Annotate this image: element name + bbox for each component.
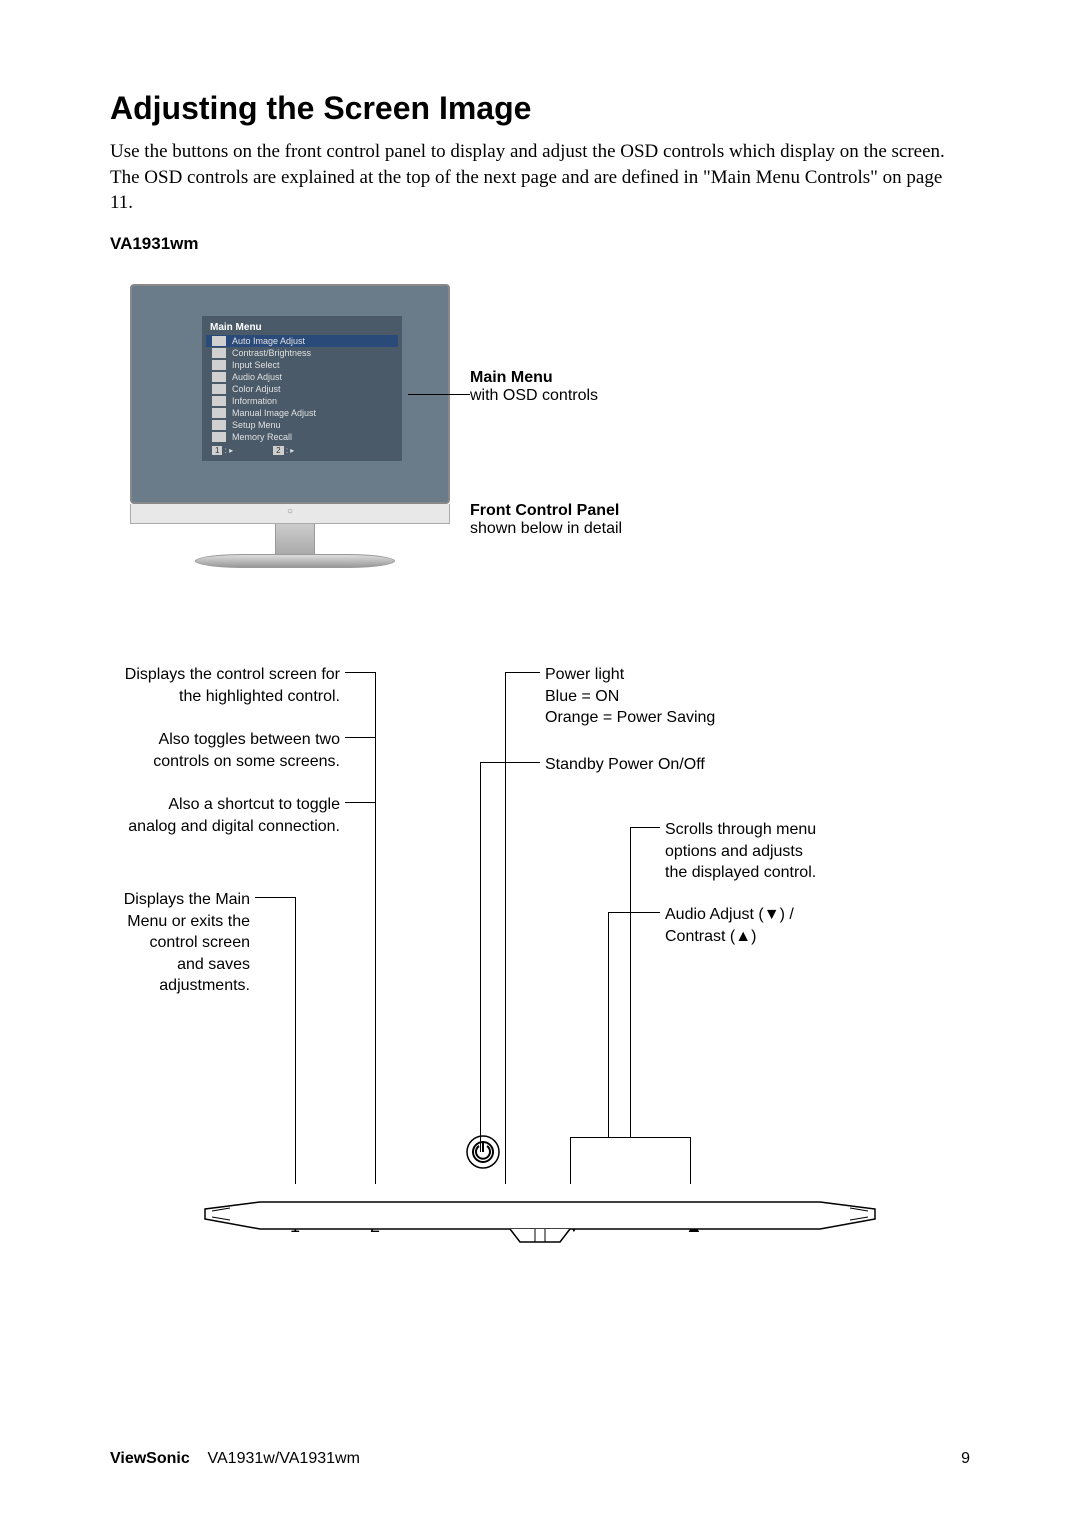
osd-item-icon <box>212 408 226 418</box>
connector-line <box>505 672 506 1184</box>
osd-item-icon <box>212 372 226 382</box>
osd-menu-item: Contrast/Brightness <box>206 347 398 359</box>
osd-item-label: Color Adjust <box>232 384 281 394</box>
monitor-screen: Main Menu Auto Image Adjust Contrast/Brig… <box>130 284 450 504</box>
audio-contrast-callout: Audio Adjust (▼) / Contrast (▲) <box>665 904 794 947</box>
osd-menu-item: Setup Menu <box>206 419 398 431</box>
intro-text: Use the buttons on the front control pan… <box>110 139 970 216</box>
connector-line <box>345 737 375 738</box>
footer-models: VA1931w/VA1931wm <box>208 1450 360 1467</box>
main-menu-callout: Main Menu with OSD controls <box>470 369 598 405</box>
connector-line <box>608 912 609 1137</box>
btn1-callout: Displays the Main Menu or exits the cont… <box>100 889 250 997</box>
scroll-callout: Scrolls through menu options and adjusts… <box>665 819 816 884</box>
footer-brand: ViewSonic <box>110 1450 190 1467</box>
standby-callout: Standby Power On/Off <box>545 754 705 776</box>
front-panel-title: Front Control Panel <box>470 502 622 520</box>
osd-item-icon <box>212 336 226 346</box>
osd-menu-item: Input Select <box>206 359 398 371</box>
monitor-bezel <box>130 504 450 524</box>
monitor-stand-neck <box>275 524 315 554</box>
osd-menu-item: Information <box>206 395 398 407</box>
osd-item-label: Auto Image Adjust <box>232 336 305 346</box>
control-panel-strip <box>200 1194 880 1244</box>
connector-line <box>690 1137 691 1184</box>
power-light-callout: Power light Blue = ON Orange = Power Sav… <box>545 664 715 729</box>
connector-line <box>608 912 660 913</box>
connector-line <box>630 827 660 828</box>
main-menu-sub: with OSD controls <box>470 387 598 405</box>
osd-menu-item: Manual Image Adjust <box>206 407 398 419</box>
front-panel-sub: shown below in detail <box>470 520 622 538</box>
connector-line <box>630 827 631 1137</box>
connector-line <box>345 672 375 673</box>
monitor-illustration: Main Menu Auto Image Adjust Contrast/Brig… <box>110 284 970 604</box>
osd-menu-item: Audio Adjust <box>206 371 398 383</box>
connector-line <box>345 802 375 803</box>
connector-line <box>480 762 481 1152</box>
osd-item-label: Memory Recall <box>232 432 292 442</box>
btn2-callout-b: Also toggles between two controls on som… <box>100 729 340 772</box>
page-title: Adjusting the Screen Image <box>110 90 970 127</box>
osd-panel: Main Menu Auto Image Adjust Contrast/Brig… <box>202 316 402 461</box>
osd-item-label: Input Select <box>232 360 280 370</box>
connector-line <box>255 897 295 898</box>
osd-item-icon <box>212 396 226 406</box>
osd-item-icon <box>212 432 226 442</box>
control-diagram: Displays the control screen for the high… <box>110 664 970 1244</box>
btn2-callout-a: Displays the control screen for the high… <box>100 664 340 707</box>
osd-item-label: Contrast/Brightness <box>232 348 311 358</box>
osd-item-icon <box>212 348 226 358</box>
page-footer: ViewSonic VA1931w/VA1931wm 9 <box>110 1450 970 1468</box>
connector-line <box>570 1137 571 1184</box>
osd-menu-item: Auto Image Adjust <box>206 335 398 347</box>
footer-page-number: 9 <box>961 1450 970 1468</box>
connector-line <box>480 762 540 763</box>
osd-item-icon <box>212 420 226 430</box>
osd-menu-item: Memory Recall <box>206 431 398 443</box>
osd-item-icon <box>212 360 226 370</box>
btn2-callout-c: Also a shortcut to toggle analog and dig… <box>100 794 340 837</box>
osd-item-label: Manual Image Adjust <box>232 408 316 418</box>
power-icon <box>465 1134 501 1170</box>
osd-title: Main Menu <box>206 320 398 335</box>
front-panel-callout: Front Control Panel shown below in detai… <box>470 502 622 538</box>
osd-item-label: Setup Menu <box>232 420 281 430</box>
model-label: VA1931wm <box>110 234 970 254</box>
osd-item-label: Audio Adjust <box>232 372 282 382</box>
main-menu-title: Main Menu <box>470 369 598 387</box>
connector-line <box>375 672 376 1184</box>
osd-footer: 1 : ▸ 2 : ▸ <box>206 443 398 455</box>
monitor: Main Menu Auto Image Adjust Contrast/Brig… <box>130 284 460 584</box>
connector-line <box>505 672 540 673</box>
osd-item-icon <box>212 384 226 394</box>
osd-menu-item: Color Adjust <box>206 383 398 395</box>
connector-line <box>408 394 470 395</box>
monitor-stand-base <box>195 554 395 568</box>
osd-item-label: Information <box>232 396 277 406</box>
connector-line <box>570 1137 690 1138</box>
connector-line <box>295 897 296 1184</box>
